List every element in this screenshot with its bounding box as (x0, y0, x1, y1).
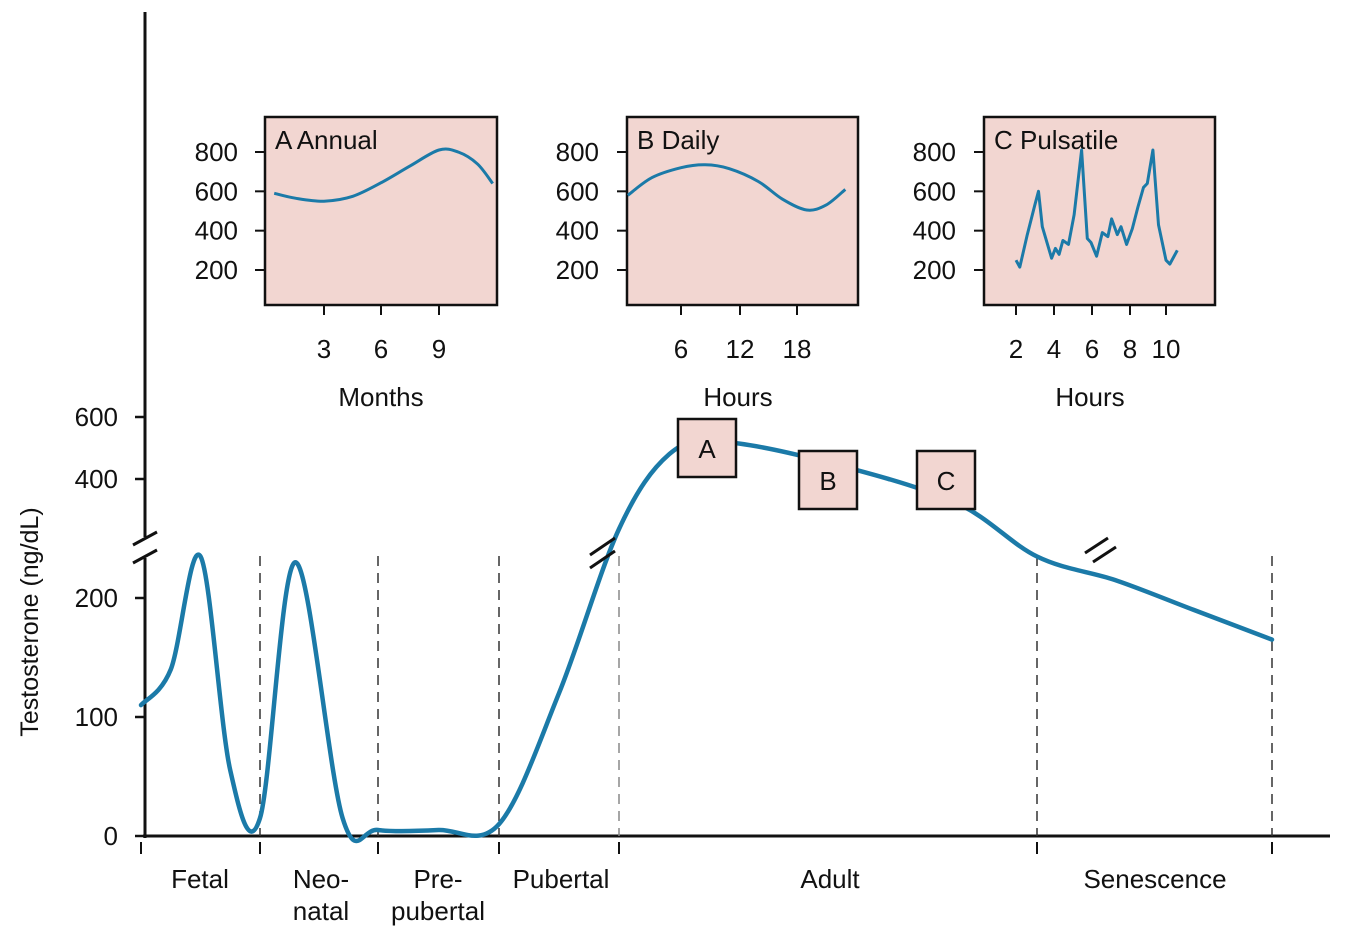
curve-break-mark (1092, 545, 1117, 564)
inset-y-tick-label: 800 (195, 137, 238, 167)
curve-break-mark (1084, 536, 1109, 555)
marker-box-c (915, 449, 977, 511)
marker-box-b (797, 449, 859, 511)
inset-x-tick-label: 2 (1009, 334, 1023, 364)
curve-break-mark (589, 536, 616, 557)
inset-y-tick-label: 200 (195, 255, 238, 285)
inset-title: A Annual (275, 125, 378, 155)
stage-label: Senescence (1083, 864, 1226, 894)
stage-label: Pubertal (513, 864, 610, 894)
inset-x-tick-label: 9 (432, 334, 446, 364)
y-tick-label: 200 (75, 583, 118, 613)
marker-box-a (676, 417, 738, 479)
inset-y-tick-label: 600 (556, 176, 599, 206)
inset-x-label: Months (338, 382, 423, 412)
marker-label: B (819, 466, 836, 496)
y-axis-label: Testosterone (ng/dL) (16, 507, 44, 736)
inset-frame (982, 115, 1217, 307)
inset-y-tick-label: 800 (913, 137, 956, 167)
stage-label: natal (293, 896, 349, 926)
inset-y-tick-label: 200 (913, 255, 956, 285)
inset-y-tick-label: 600 (195, 176, 238, 206)
stage-label: Adult (800, 864, 860, 894)
inset-y-tick-label: 200 (556, 255, 599, 285)
inset-x-tick-label: 12 (726, 334, 755, 364)
inset-annual: A Annual 800 600 400 200 3 6 9 Months (195, 115, 499, 412)
stage-label: pubertal (391, 896, 485, 926)
inset-curve (626, 163, 847, 212)
inset-x-tick-label: 18 (783, 334, 812, 364)
inset-x-tick-label: 6 (674, 334, 688, 364)
inset-y-tick-label: 400 (195, 216, 238, 246)
inset-frame (625, 115, 860, 307)
inset-x-tick-label: 8 (1123, 334, 1137, 364)
inset-x-label: Hours (1055, 382, 1124, 412)
inset-pulsatile: C Pulsatile 800 600 400 200 2 4 6 8 10 Hours (913, 115, 1217, 412)
stage-label: Pre- (413, 864, 462, 894)
y-tick-label: 400 (75, 464, 118, 494)
y-tick-label: 0 (104, 821, 118, 851)
inset-curve (273, 147, 494, 203)
inset-title: C Pulsatile (994, 125, 1118, 155)
inset-y-tick-label: 600 (913, 176, 956, 206)
marker-label: A (698, 434, 716, 464)
inset-x-tick-label: 3 (317, 334, 331, 364)
inset-x-tick-label: 10 (1152, 334, 1181, 364)
y-axis-break-mark (132, 530, 158, 547)
inset-frame (263, 115, 499, 307)
testosterone-curve (138, 439, 1275, 844)
inset-x-tick-label: 6 (1085, 334, 1099, 364)
curve-break-mark (589, 549, 616, 570)
inset-y-tick-label: 400 (913, 216, 956, 246)
inset-daily: B Daily 800 600 400 200 6 12 18 Hours (556, 115, 860, 412)
stage-label: Neo- (293, 864, 349, 894)
inset-x-tick-label: 4 (1047, 334, 1061, 364)
inset-x-label: Hours (703, 382, 772, 412)
inset-title: B Daily (637, 125, 719, 155)
inset-x-tick-label: 6 (374, 334, 388, 364)
inset-y-tick-label: 400 (556, 216, 599, 246)
inset-y-tick-label: 800 (556, 137, 599, 167)
inset-curve (1014, 148, 1179, 269)
marker-label: C (937, 466, 956, 496)
y-tick-label: 100 (75, 702, 118, 732)
y-tick-label: 600 (75, 402, 118, 432)
stage-label: Fetal (171, 864, 229, 894)
y-axis-break-mark (132, 548, 158, 565)
